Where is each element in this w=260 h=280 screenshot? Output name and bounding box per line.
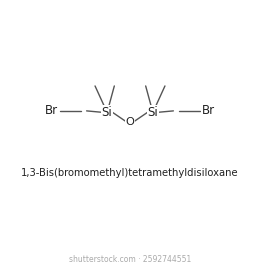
Text: Si: Si [102, 106, 113, 119]
Text: Si: Si [147, 106, 158, 119]
Text: O: O [126, 117, 134, 127]
Text: shutterstock.com · 2592744551: shutterstock.com · 2592744551 [69, 255, 191, 264]
Text: Br: Br [45, 104, 58, 117]
Text: Br: Br [202, 104, 215, 117]
Text: 1,3-Bis(bromomethyl)tetramethyldisiloxane: 1,3-Bis(bromomethyl)tetramethyldisiloxan… [21, 168, 239, 178]
